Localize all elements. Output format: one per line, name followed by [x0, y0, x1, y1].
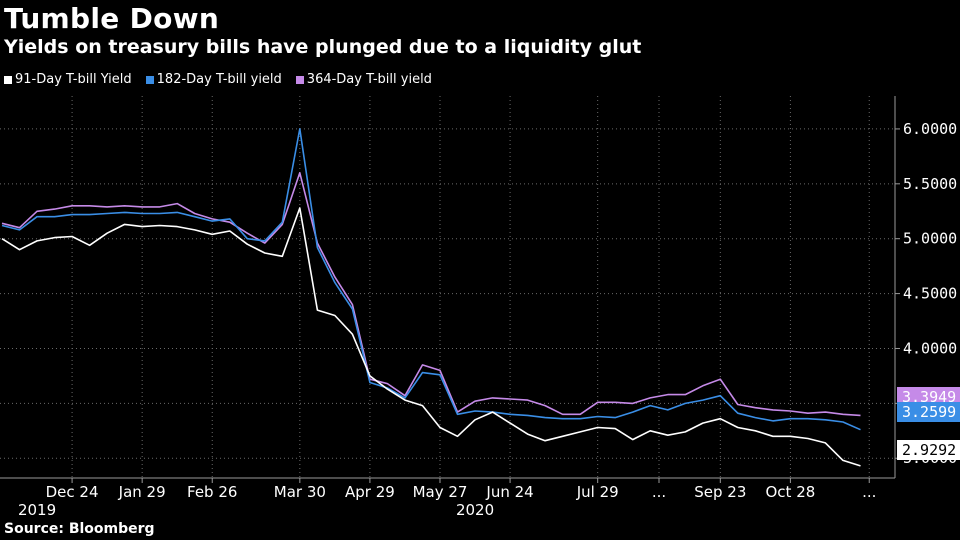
legend-swatch-182-day	[145, 75, 154, 84]
last-value-label-91-day: 2.9292	[902, 441, 956, 459]
x-tick-label: Oct 28	[766, 483, 816, 501]
legend-label-91-day: 91-Day T-bill Yield	[15, 72, 132, 87]
x-tick-label: Mar 30	[274, 483, 326, 501]
x-tick-label: Jan 29	[118, 483, 166, 501]
x-year-label: 2019	[18, 501, 56, 519]
legend-item-364-day: 364-Day T-bill yield	[295, 72, 432, 87]
y-tick-label: 6.0000	[903, 120, 957, 138]
last-value-label-364-day: 3.3949	[902, 388, 956, 406]
series-line-91-day	[1, 207, 861, 467]
legend-item-182-day: 182-Day T-bill yield	[145, 72, 282, 87]
series-line-364-day	[1, 172, 861, 417]
x-tick-label: May 27	[413, 483, 468, 501]
x-tick-label: Feb 26	[187, 483, 237, 501]
source-note: Source: Bloomberg	[4, 521, 155, 537]
chart-title: Tumble Down	[4, 2, 220, 35]
chart-subtitle: Yields on treasury bills have plunged du…	[4, 36, 642, 58]
x-tick-label: Sep 23	[694, 483, 746, 501]
legend-label-364-day: 364-Day T-bill yield	[306, 72, 432, 87]
x-year-label: 2020	[456, 501, 494, 519]
y-tick-label: 4.0000	[903, 339, 957, 357]
last-value-label-182-day: 3.2599	[902, 403, 956, 421]
last-value-tag-182-day	[897, 402, 960, 422]
legend-item-91-day: 91-Day T-bill Yield	[4, 72, 132, 87]
x-tick-label: Jun 24	[485, 483, 533, 501]
legend-swatch-91-day	[4, 75, 12, 84]
legend: 91-Day T-bill Yield 182-Day T-bill yield…	[4, 72, 432, 87]
x-tick-label: ...	[652, 483, 666, 501]
x-tick-label: Jul 29	[576, 483, 619, 501]
legend-label-182-day: 182-Day T-bill yield	[156, 72, 282, 87]
legend-swatch-364-day	[295, 75, 304, 84]
x-tick-label: Apr 29	[345, 483, 395, 501]
y-tick-label: 5.0000	[903, 230, 957, 248]
last-value-tag-91-day	[897, 440, 960, 460]
y-tick-label: 5.5000	[903, 175, 957, 193]
series-line-182-day	[1, 128, 861, 431]
y-tick-label: 4.5000	[903, 285, 957, 303]
x-tick-label: Dec 24	[46, 483, 99, 501]
x-tick-label: ...	[862, 483, 876, 501]
